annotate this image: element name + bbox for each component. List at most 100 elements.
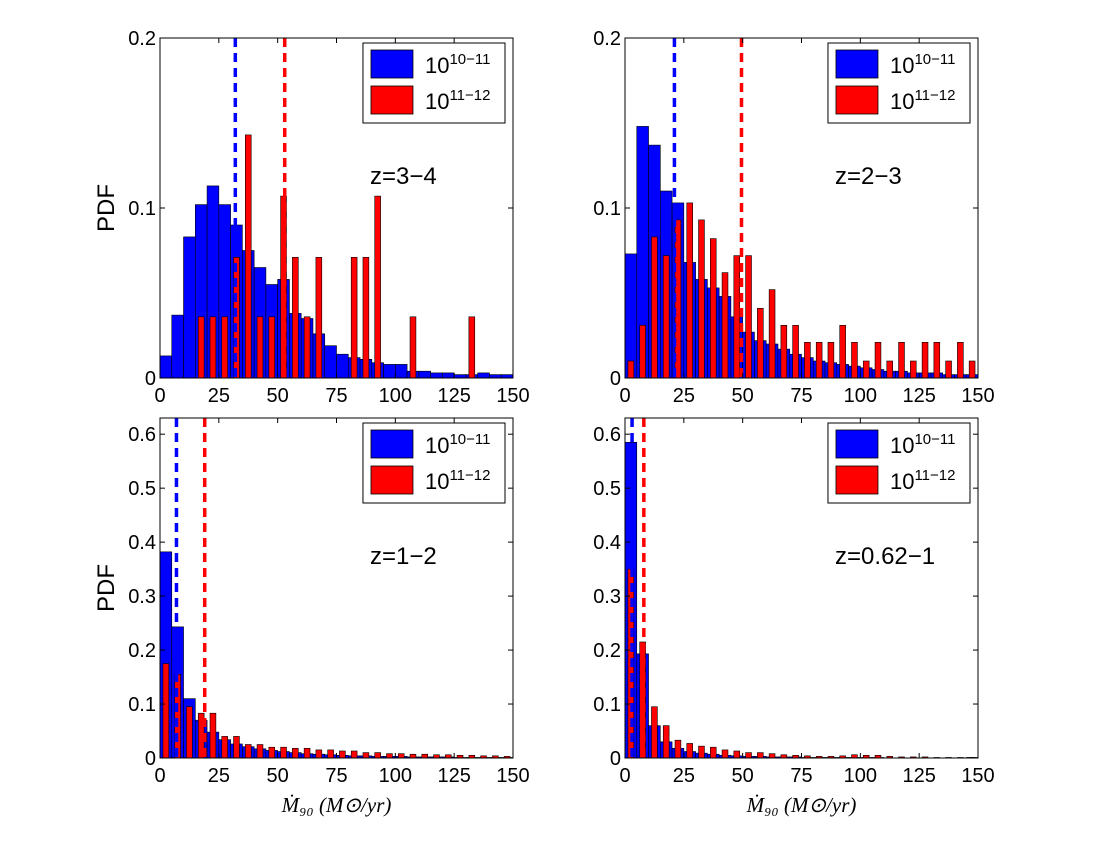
- bar: [651, 236, 658, 379]
- y-tick-label: 0.1: [593, 694, 621, 716]
- x-axis-label: Ṁ₉₀ (M⊙/yr): [746, 793, 857, 817]
- bar: [745, 255, 752, 379]
- bar: [945, 360, 952, 379]
- legend-swatch: [835, 429, 879, 459]
- bar: [442, 372, 455, 379]
- x-tick-label: 125: [902, 765, 935, 787]
- x-tick-label: 150: [961, 765, 994, 787]
- bar: [651, 706, 658, 759]
- bar: [162, 663, 170, 759]
- series-red: [197, 134, 476, 379]
- y-tick-label: 0.4: [128, 532, 156, 554]
- panel-4: 0 25 50 75 100 125 150 0 0.1 0.2 0.3 0.4 0.5 0.6 Ṁ₉₀ …: [593, 417, 995, 817]
- bar: [710, 238, 717, 379]
- legend: 1010−11 1011−12: [827, 422, 971, 504]
- y-tick-label: 0.1: [593, 198, 621, 220]
- bar: [874, 341, 882, 379]
- panel-3: 0 25 50 75 100 125 150 0 0.1 0.2 0.3 0.4 0.5 0.6 PDF Ṁ…: [93, 417, 530, 817]
- y-tick-label: 0.6: [128, 424, 156, 446]
- bar: [721, 749, 729, 759]
- bar: [733, 255, 741, 379]
- x-axis-label: Ṁ₉₀ (M⊙/yr): [281, 793, 392, 817]
- bar: [327, 749, 334, 759]
- x-tick-label: 25: [208, 385, 230, 407]
- bar: [662, 725, 670, 759]
- bar: [197, 316, 205, 379]
- bar: [386, 753, 393, 759]
- bar: [350, 750, 358, 759]
- bar: [209, 712, 217, 759]
- x-tick-label: 125: [902, 385, 935, 407]
- bar: [933, 341, 941, 379]
- legend-label: 1011−12: [890, 87, 956, 114]
- bar: [221, 736, 228, 759]
- bar: [733, 750, 741, 759]
- y-tick-label: 0.4: [593, 532, 621, 554]
- legend-label: 1010−11: [890, 51, 956, 78]
- x-tick-label: 0: [154, 765, 165, 787]
- bar: [397, 753, 405, 759]
- bar: [362, 256, 370, 379]
- bar: [303, 747, 311, 759]
- bar: [624, 253, 638, 379]
- bar: [374, 195, 381, 379]
- x-tick-label: 125: [437, 385, 470, 407]
- bar: [745, 752, 752, 759]
- bar: [268, 746, 276, 759]
- bar: [233, 736, 240, 759]
- bar: [418, 370, 431, 379]
- y-tick-label: 0: [145, 368, 156, 390]
- legend-swatch: [370, 85, 414, 115]
- y-tick-label: 0: [610, 748, 621, 770]
- legend-label: 1010−11: [425, 51, 491, 78]
- bar: [430, 372, 443, 379]
- x-tick-label: 0: [619, 765, 630, 787]
- series-red: [162, 663, 511, 759]
- y-tick-label: 0.2: [128, 28, 156, 50]
- y-tick-label: 0: [610, 368, 621, 390]
- y-tick-label: 0.1: [128, 694, 156, 716]
- x-tick-label: 125: [437, 765, 470, 787]
- y-tick-label: 0.3: [593, 586, 621, 608]
- bar: [171, 314, 184, 379]
- bar: [245, 134, 252, 379]
- legend-swatch: [835, 49, 879, 79]
- y-axis-label: PDF: [93, 564, 120, 612]
- bar: [421, 753, 428, 759]
- bar: [409, 316, 417, 379]
- bar: [957, 341, 964, 379]
- bar: [362, 752, 370, 759]
- bar: [292, 747, 299, 759]
- bar: [315, 749, 323, 759]
- redshift-annotation: z=2−3: [835, 163, 902, 190]
- x-tick-label: 75: [790, 385, 812, 407]
- x-tick-label: 50: [267, 765, 289, 787]
- x-tick-label: 50: [732, 765, 754, 787]
- bar: [339, 750, 346, 759]
- legend: 1010−11 1011−12: [362, 422, 506, 504]
- bar: [921, 341, 929, 379]
- bar: [268, 316, 276, 379]
- bar: [174, 674, 181, 759]
- bar: [256, 744, 264, 759]
- x-tick-label: 75: [325, 385, 347, 407]
- legend: 1010−11 1011−12: [827, 42, 971, 124]
- bar: [336, 353, 349, 379]
- y-tick-label: 0.6: [593, 424, 621, 446]
- bar: [768, 289, 776, 379]
- bar: [662, 255, 670, 379]
- redshift-annotation: z=0.62−1: [835, 543, 935, 570]
- bar: [468, 316, 476, 379]
- x-tick-label: 100: [844, 765, 877, 787]
- x-tick-label: 75: [790, 765, 812, 787]
- bar: [159, 355, 173, 379]
- x-tick-label: 0: [619, 385, 630, 407]
- bar: [324, 345, 337, 379]
- bar: [489, 374, 502, 379]
- legend-swatch: [370, 465, 414, 495]
- x-tick-label: 150: [961, 385, 994, 407]
- bar: [280, 746, 287, 759]
- bar: [256, 316, 264, 379]
- bar: [627, 360, 635, 379]
- bar: [768, 753, 776, 759]
